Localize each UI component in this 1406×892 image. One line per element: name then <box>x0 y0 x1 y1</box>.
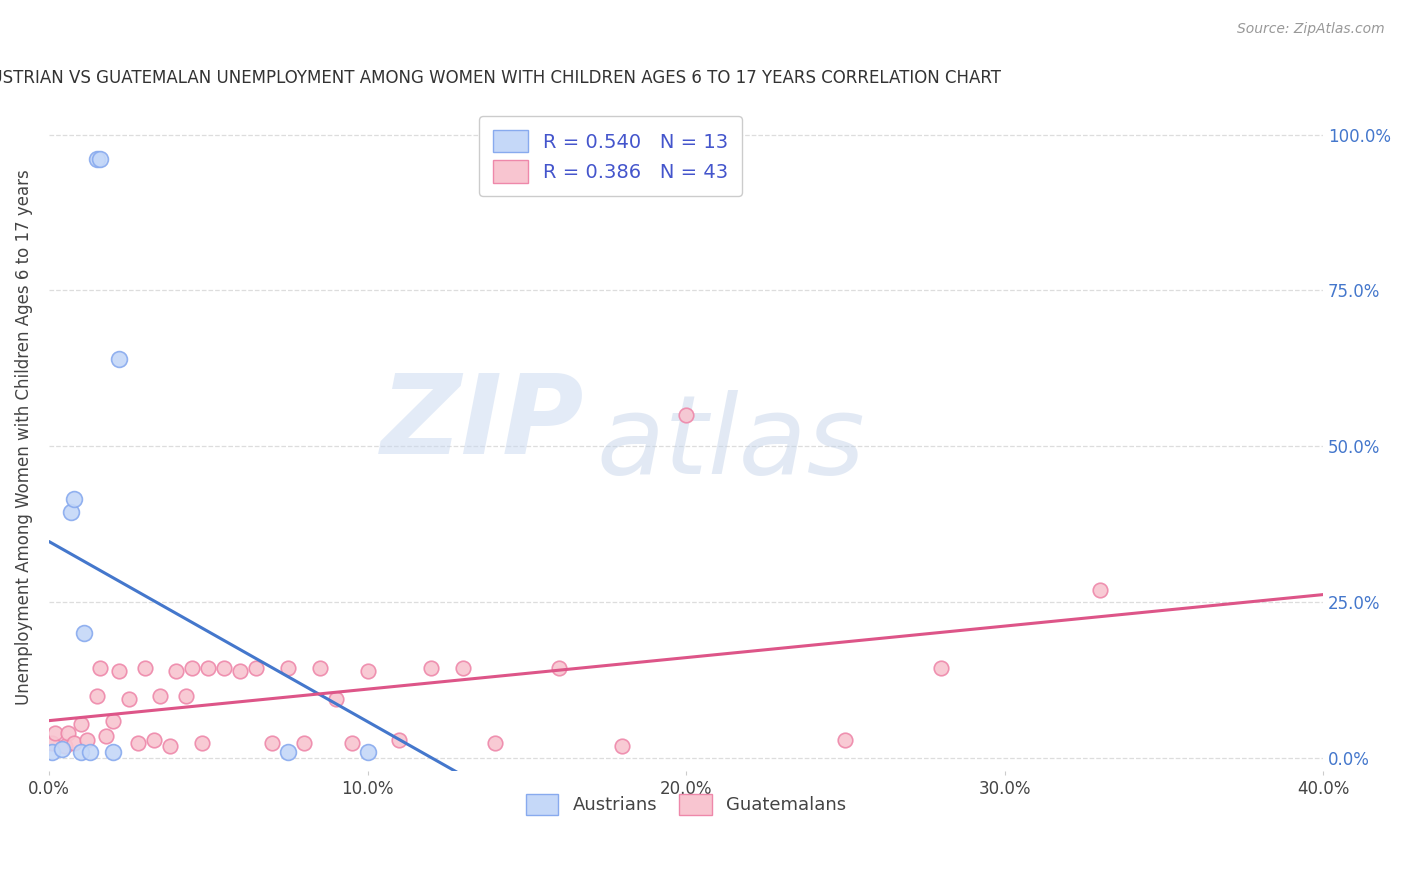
Point <box>420 661 443 675</box>
Point <box>143 732 166 747</box>
Point <box>134 661 156 675</box>
Point <box>41 745 63 759</box>
Point <box>101 714 124 728</box>
Point <box>388 732 411 747</box>
Point <box>277 745 299 759</box>
Point <box>63 492 86 507</box>
Point <box>73 626 96 640</box>
Point <box>159 739 181 753</box>
Y-axis label: Unemployment Among Women with Children Ages 6 to 17 years: Unemployment Among Women with Children A… <box>15 169 32 705</box>
Point <box>69 745 91 759</box>
Text: atlas: atlas <box>598 390 866 497</box>
Point <box>53 739 76 753</box>
Point <box>174 689 197 703</box>
Point <box>181 661 204 675</box>
Point <box>69 717 91 731</box>
Point <box>191 736 214 750</box>
Point <box>86 689 108 703</box>
Point <box>260 736 283 750</box>
Point <box>96 730 118 744</box>
Point <box>451 661 474 675</box>
Point <box>76 732 98 747</box>
Point <box>108 352 131 367</box>
Point <box>308 661 330 675</box>
Point <box>41 736 63 750</box>
Point <box>356 664 378 678</box>
Point <box>675 408 697 422</box>
Point <box>89 153 111 167</box>
Point <box>108 664 131 678</box>
Point <box>212 661 235 675</box>
Point <box>89 661 111 675</box>
Text: AUSTRIAN VS GUATEMALAN UNEMPLOYMENT AMONG WOMEN WITH CHILDREN AGES 6 TO 17 YEARS: AUSTRIAN VS GUATEMALAN UNEMPLOYMENT AMON… <box>0 69 1001 87</box>
Point <box>929 661 952 675</box>
Point <box>101 745 124 759</box>
Point <box>44 726 66 740</box>
Point <box>277 661 299 675</box>
Point <box>51 742 73 756</box>
Point <box>127 736 149 750</box>
Point <box>547 661 569 675</box>
Point <box>229 664 252 678</box>
Point <box>149 689 172 703</box>
Point <box>325 692 347 706</box>
Point <box>292 736 315 750</box>
Point <box>56 726 79 740</box>
Point <box>245 661 267 675</box>
Point <box>1088 582 1111 597</box>
Legend: Austrians, Guatemalans: Austrians, Guatemalans <box>519 787 853 822</box>
Point <box>63 736 86 750</box>
Point <box>86 153 108 167</box>
Point <box>165 664 187 678</box>
Point <box>340 736 363 750</box>
Text: ZIP: ZIP <box>381 370 583 477</box>
Text: Source: ZipAtlas.com: Source: ZipAtlas.com <box>1237 22 1385 37</box>
Point <box>834 732 856 747</box>
Point <box>60 505 83 519</box>
Point <box>117 692 139 706</box>
Point <box>79 745 101 759</box>
Point <box>356 745 378 759</box>
Point <box>484 736 506 750</box>
Point <box>197 661 219 675</box>
Point <box>612 739 634 753</box>
